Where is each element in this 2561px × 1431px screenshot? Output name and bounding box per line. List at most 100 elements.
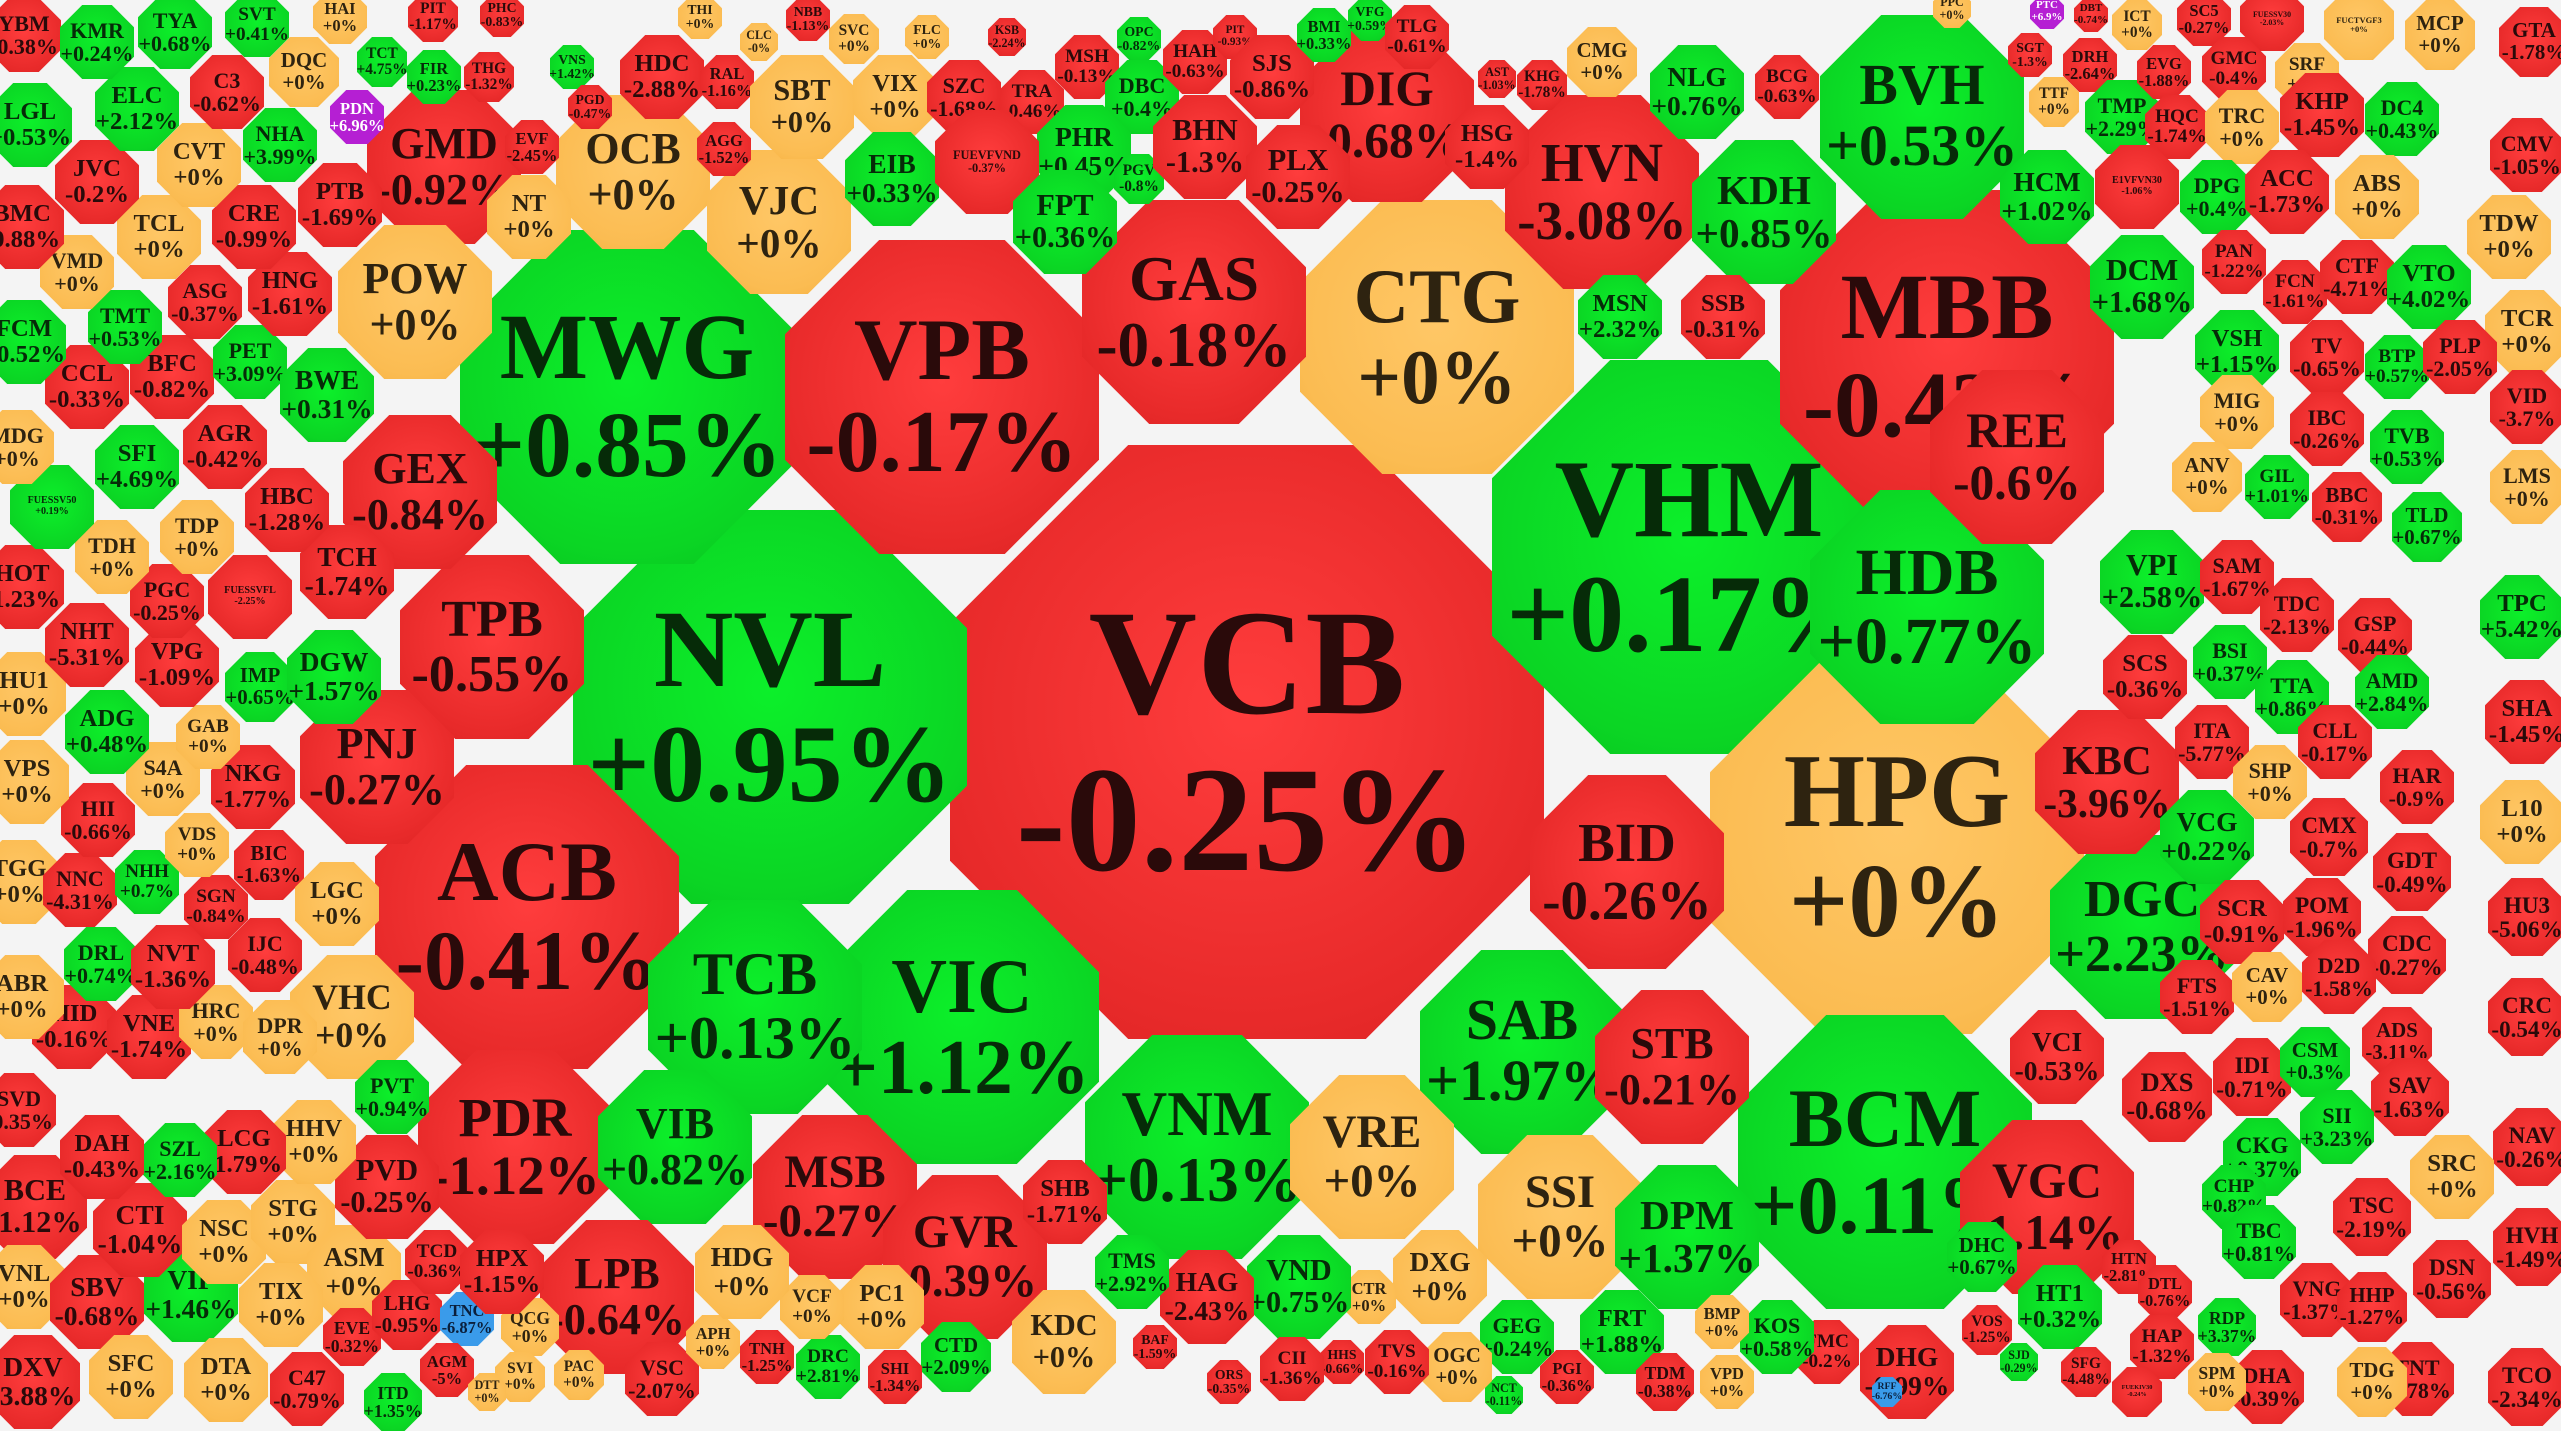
stock-cell-khg[interactable]: KHG -1.78% bbox=[1517, 60, 1567, 110]
stock-cell-jvc[interactable]: JVC -0.2% bbox=[55, 140, 139, 224]
stock-cell-nt2[interactable]: NT +0% bbox=[487, 175, 571, 259]
stock-cell-imp[interactable]: IMP +0.65% bbox=[225, 652, 295, 722]
stock-cell-tmt[interactable]: TMT +0.53% bbox=[88, 290, 162, 364]
stock-cell-pvt[interactable]: PVT +0.94% bbox=[355, 1060, 429, 1134]
stock-cell-khp[interactable]: KHP -1.45% bbox=[2280, 73, 2364, 157]
stock-cell-flc[interactable]: FLC +0% bbox=[905, 15, 949, 59]
stock-cell-pdr[interactable]: PDR -1.12% bbox=[418, 1050, 612, 1244]
stock-cell-evf[interactable]: EVF -2.45% bbox=[505, 120, 559, 174]
stock-cell-fuctvgf3[interactable]: FUCTVGF3 +0% bbox=[2324, 0, 2394, 60]
stock-cell-geg[interactable]: GEG +0.24% bbox=[1480, 1300, 1554, 1374]
stock-cell-scr[interactable]: SCR -0.91% bbox=[2200, 880, 2284, 964]
stock-cell-dhg[interactable]: DHG -0.99% bbox=[1860, 1325, 1954, 1419]
stock-cell-cav[interactable]: CAV +0% bbox=[2232, 952, 2302, 1022]
stock-cell-bce[interactable]: BCE-1.12% bbox=[0, 1155, 87, 1259]
stock-cell-tch[interactable]: TCH -1.74% bbox=[300, 525, 394, 619]
stock-cell-ctd[interactable]: CTD +2.09% bbox=[921, 1322, 991, 1392]
stock-cell-baf[interactable]: BAF -1.59% bbox=[1133, 1325, 1177, 1369]
stock-cell-sjs[interactable]: SJS -0.86% bbox=[1230, 35, 1314, 119]
stock-cell-tvb[interactable]: TVB +0.53% bbox=[2370, 410, 2444, 484]
stock-cell-lgl[interactable]: LGL+0.53% bbox=[0, 83, 72, 167]
stock-cell-thi[interactable]: THI +0% bbox=[678, 0, 722, 39]
stock-cell-fuevfvnd[interactable]: FUEVFVND -0.37% bbox=[935, 110, 1039, 214]
stock-cell-gas[interactable]: GAS -0.18% bbox=[1082, 200, 1306, 424]
stock-cell-nsc[interactable]: NSC +0% bbox=[182, 1200, 266, 1284]
stock-cell-vne[interactable]: VNE -1.74% bbox=[107, 995, 191, 1079]
stock-cell-pgi[interactable]: PGI -0.36% bbox=[1540, 1350, 1594, 1404]
stock-cell-ctr[interactable]: CTR +0% bbox=[1342, 1270, 1396, 1324]
stock-cell-sfi[interactable]: SFI +4.69% bbox=[95, 425, 179, 509]
stock-cell-ibc[interactable]: IBC -0.26% bbox=[2290, 392, 2364, 466]
stock-cell-tco[interactable]: TCO -2.34% bbox=[2488, 1348, 2561, 1426]
stock-cell-btp[interactable]: BTP +0.57% bbox=[2365, 335, 2429, 399]
stock-cell-fts[interactable]: FTS -1.51% bbox=[2160, 960, 2234, 1034]
stock-cell-tcr[interactable]: TCR +0% bbox=[2485, 290, 2561, 374]
stock-cell-pow[interactable]: POW +0% bbox=[338, 225, 492, 379]
stock-cell-nav[interactable]: NAV -0.26% bbox=[2493, 1108, 2561, 1186]
stock-cell-pac[interactable]: PAC +0% bbox=[554, 1350, 604, 1400]
stock-cell-hdc[interactable]: HDC -2.88% bbox=[620, 35, 704, 119]
stock-cell-pdn[interactable]: PDN +6.96% bbox=[330, 90, 384, 144]
stock-cell-svc[interactable]: SVC +0% bbox=[829, 14, 879, 64]
stock-cell-pan[interactable]: PAN -1.22% bbox=[2202, 230, 2266, 294]
stock-cell-ptb[interactable]: PTB -1.69% bbox=[298, 163, 382, 247]
stock-cell-clc[interactable]: CLC -0% bbox=[740, 23, 778, 61]
stock-cell-opc[interactable]: OPC -0.82% bbox=[1117, 17, 1161, 61]
stock-cell-gdt[interactable]: GDT -0.49% bbox=[2373, 833, 2451, 911]
stock-cell-msn[interactable]: MSN +2.32% bbox=[1578, 275, 1662, 359]
stock-cell-dpg[interactable]: DPG +0.4% bbox=[2180, 160, 2254, 234]
stock-cell-ctg[interactable]: CTG +0% bbox=[1300, 200, 1574, 474]
stock-cell-vnd[interactable]: VND +0.75% bbox=[1247, 1235, 1351, 1339]
stock-cell-dtt[interactable]: DTT +0% bbox=[468, 1373, 506, 1411]
stock-cell-anv[interactable]: ANV +0% bbox=[2172, 442, 2242, 512]
stock-cell-svt[interactable]: SVT +0.41% bbox=[225, 0, 289, 57]
stock-cell-tct[interactable]: TCT +4.75% bbox=[357, 37, 407, 87]
stock-cell-cii[interactable]: CII -1.36% bbox=[1260, 1337, 1324, 1401]
stock-cell-dgw[interactable]: DGW +1.57% bbox=[287, 630, 381, 724]
stock-cell-lms[interactable]: LMS +0% bbox=[2490, 450, 2561, 524]
stock-cell-kbc[interactable]: KBC -3.96% bbox=[2035, 710, 2179, 854]
stock-cell-c47[interactable]: C47 -0.79% bbox=[270, 1352, 344, 1426]
stock-cell-sbt[interactable]: SBT +0% bbox=[750, 55, 854, 159]
stock-cell-vsc[interactable]: VSC -2.07% bbox=[625, 1342, 699, 1416]
stock-cell-sii[interactable]: SII +3.23% bbox=[2300, 1090, 2374, 1164]
stock-cell-hhv[interactable]: HHV +0% bbox=[272, 1100, 356, 1184]
stock-cell-dxg[interactable]: DXG +0% bbox=[1393, 1230, 1487, 1324]
stock-cell-vpb[interactable]: VPB -0.17% bbox=[785, 240, 1099, 554]
stock-cell-hot[interactable]: HOT-1.23% bbox=[0, 545, 64, 629]
stock-cell-vto[interactable]: VTO +4.02% bbox=[2387, 245, 2471, 329]
stock-cell-har[interactable]: HAR -0.9% bbox=[2380, 750, 2454, 824]
stock-cell-csm[interactable]: CSM +0.3% bbox=[2280, 1027, 2350, 1097]
stock-cell-s4a[interactable]: S4A +0% bbox=[126, 742, 200, 816]
stock-cell-tms[interactable]: TMS +2.92% bbox=[1095, 1235, 1169, 1309]
stock-cell-nhh[interactable]: NHH +0.7% bbox=[115, 850, 179, 914]
stock-cell-ogc[interactable]: OGC +0% bbox=[1422, 1332, 1492, 1402]
stock-cell-dtl[interactable]: DTL -0.76% bbox=[2138, 1265, 2192, 1319]
stock-cell-adg[interactable]: ADG +0.48% bbox=[65, 690, 149, 774]
stock-cell-sab[interactable]: SAB +1.97% bbox=[1420, 950, 1624, 1154]
stock-cell-vps[interactable]: VPS +0% bbox=[0, 740, 69, 824]
stock-cell-pc1[interactable]: PC1 +0% bbox=[840, 1265, 924, 1349]
stock-cell-crc[interactable]: CRC -0.54% bbox=[2488, 978, 2561, 1056]
stock-cell-mwg[interactable]: MWG +0.85% bbox=[460, 230, 794, 564]
stock-cell-dpr[interactable]: DPR +0% bbox=[243, 1000, 317, 1074]
stock-cell-itd[interactable]: ITD +1.35% bbox=[364, 1373, 422, 1431]
stock-cell-drc[interactable]: DRC +2.81% bbox=[796, 1335, 860, 1399]
stock-cell-tdm[interactable]: TDM -0.38% bbox=[1636, 1353, 1694, 1411]
stock-cell-sgt[interactable]: SGT -1.3% bbox=[2008, 33, 2052, 77]
stock-cell-aph[interactable]: APH +0% bbox=[686, 1315, 740, 1369]
stock-cell-cll[interactable]: CLL -0.17% bbox=[2298, 705, 2372, 779]
stock-cell-spm[interactable]: SPM +0% bbox=[2188, 1353, 2246, 1411]
stock-cell-tix[interactable]: TIX +0% bbox=[239, 1263, 323, 1347]
stock-cell-ptc[interactable]: PTC +6.9% bbox=[2030, 0, 2064, 29]
stock-cell-vjc[interactable]: VJC +0% bbox=[707, 150, 851, 294]
stock-cell-cre[interactable]: CRE -0.99% bbox=[212, 185, 296, 269]
stock-cell-gta[interactable]: GTA -1.78% bbox=[2499, 7, 2561, 77]
stock-cell-dc4[interactable]: DC4 +0.43% bbox=[2365, 82, 2439, 156]
stock-cell-agr[interactable]: AGR -0.42% bbox=[183, 405, 267, 489]
stock-cell-amd[interactable]: AMD +2.84% bbox=[2355, 655, 2429, 729]
stock-cell-gil[interactable]: GIL +1.01% bbox=[2245, 455, 2309, 519]
stock-cell-dbt[interactable]: DBT -0.74% bbox=[2074, 0, 2108, 32]
stock-cell-vcf[interactable]: VCF +0% bbox=[780, 1275, 844, 1339]
stock-cell-dhc[interactable]: DHC +0.67% bbox=[1947, 1222, 2017, 1292]
